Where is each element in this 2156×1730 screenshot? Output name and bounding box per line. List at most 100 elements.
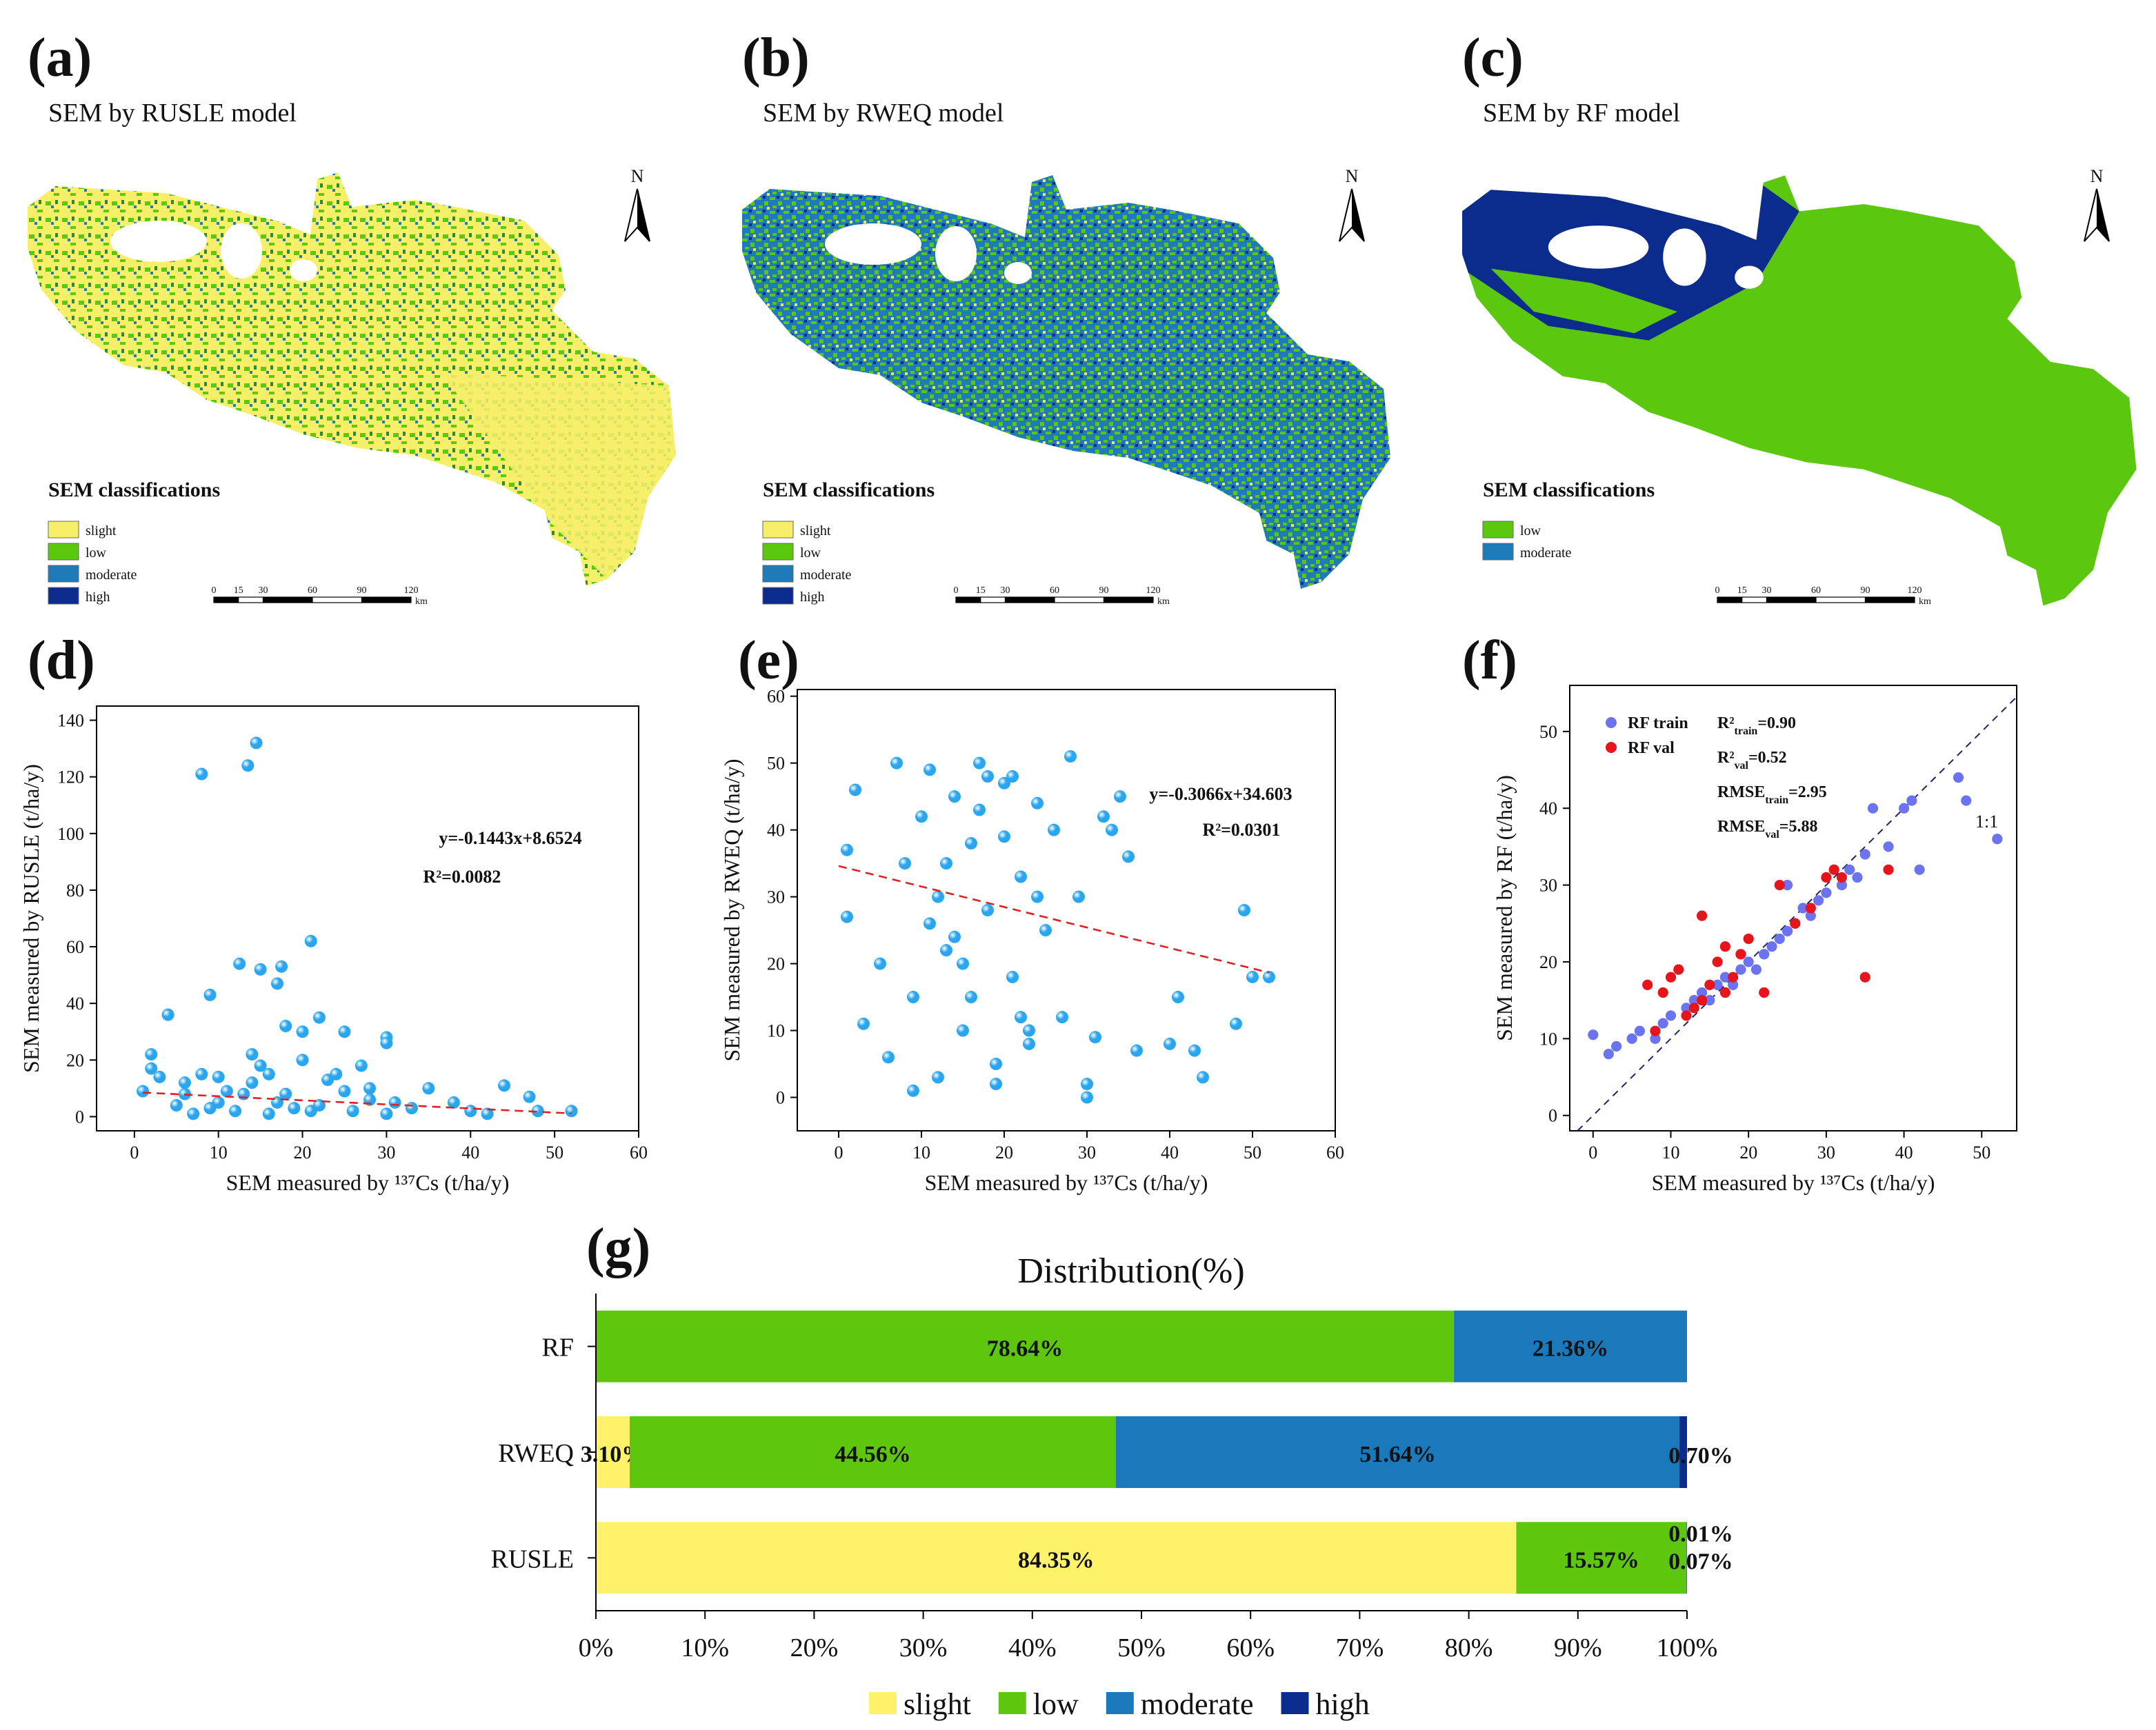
point [1704,995,1715,1006]
point [1859,849,1870,860]
point [1898,803,1910,814]
plot-frame [1569,685,2017,1131]
panel-label: (d) [28,630,95,691]
value-label: 78.64% [987,1336,1064,1362]
scale-segment [1054,596,1105,603]
point [1164,1037,1176,1050]
scale-segment [361,596,412,603]
point [1774,933,1785,945]
y-tick-label: 50 [1539,722,1557,742]
annotation-base: RMSE [1717,818,1765,836]
point [932,1071,944,1084]
point [1650,1033,1661,1044]
point [841,910,853,923]
point [355,1059,368,1072]
point [233,957,246,970]
point [1064,750,1077,763]
scale-segment [213,596,239,603]
point [907,991,919,1004]
equation: y=-0.1443x+8.6524 [439,828,581,848]
x-tick-label: 60 [630,1143,648,1163]
bar-segment [1516,1522,1686,1594]
point [1681,1010,1692,1021]
annotation: RMSEtrain=2.95 [1717,783,1827,806]
bar-segment [630,1416,1116,1488]
point [1821,872,1832,883]
x-tick-label: 30 [1078,1143,1096,1163]
y-tick-label: 140 [57,711,84,731]
point [973,803,986,816]
point [1719,941,1730,952]
x-tick-label: 50% [1117,1633,1166,1662]
point [565,1105,578,1118]
point [1626,1033,1637,1044]
x-tick-label: 30 [377,1143,395,1163]
legend-swatch [762,521,794,539]
north-arrow [1352,189,1364,241]
bar-segment [596,1416,630,1488]
point [388,1096,401,1109]
point [346,1105,359,1118]
map-title: SEM by RF model [1483,99,1680,128]
point [153,1070,166,1083]
point [1588,1029,1599,1040]
point [363,1082,377,1095]
y-tick-label: 20 [1539,952,1557,972]
y-tick-label: 0 [776,1088,785,1108]
scale-segment [312,596,363,603]
point [1048,823,1060,836]
point [212,1070,225,1083]
point [1611,1040,1622,1052]
north-arrow [637,189,650,241]
y-tick-label: 120 [57,767,84,787]
point [271,977,283,990]
y-tick-label: 10 [1539,1029,1557,1049]
y-tick-label: RF [542,1334,574,1362]
scale-segment [1766,596,1817,603]
x-tick-label: 50 [1244,1143,1261,1163]
point [1642,979,1653,990]
value-label: 0.07% [1668,1549,1733,1574]
x-tick-label: 0 [130,1143,139,1163]
plot-frame [96,705,639,1131]
point [1657,987,1668,998]
point [1992,834,2003,845]
identity-line [1577,696,2017,1131]
y-tick-label: 20 [767,954,785,974]
legend-swatch [762,587,794,605]
bar-segment [596,1522,1517,1594]
legend-label: slight [904,1687,971,1721]
point [1883,841,1894,852]
point [1006,770,1019,783]
x-tick-label: 10% [681,1633,729,1662]
legend-title: SEM classifications [1483,479,1655,501]
point [948,790,961,803]
x-tick-label: 100% [1657,1633,1718,1662]
point [531,1105,544,1118]
point [1852,872,1863,883]
scale-label: 60 [308,585,317,596]
point [338,1025,351,1038]
plot-frame [797,689,1336,1131]
north-label: N [1346,166,1359,186]
point [523,1090,536,1103]
point [924,763,936,776]
scale-segment [238,596,264,603]
point [250,736,263,750]
legend-swatch [1106,1692,1134,1714]
point [1743,933,1754,945]
point [1750,964,1762,975]
legend-label: slight [800,523,831,539]
point [1172,991,1184,1004]
point [1263,970,1275,983]
legend-label: moderate [1520,545,1572,561]
scale-unit: km [1919,596,1931,607]
x-tick-label: 20 [294,1143,312,1163]
x-tick-label: 40 [461,1143,479,1163]
bar-segment [596,1310,1455,1382]
point [304,934,317,947]
point [1031,796,1044,809]
point [312,1011,326,1024]
legend-swatch [1281,1692,1309,1714]
value-label: 15.57% [1563,1547,1639,1573]
